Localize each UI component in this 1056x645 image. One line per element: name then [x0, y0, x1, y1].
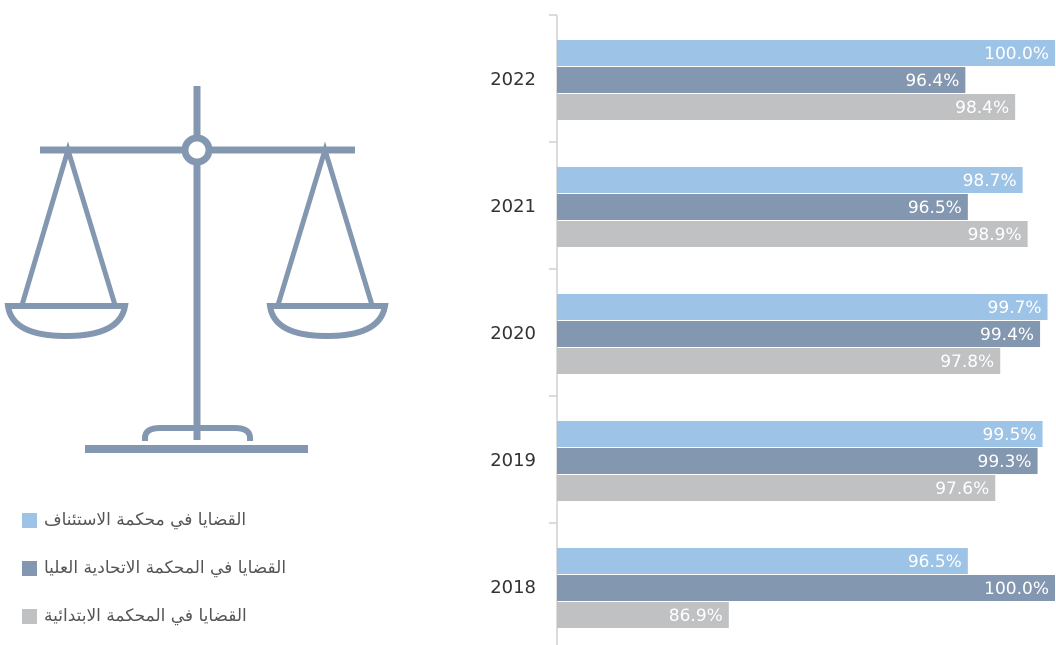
bar: [557, 448, 1038, 474]
y-tick-label: 2018: [490, 577, 536, 598]
value-label: 99.5%: [983, 425, 1037, 445]
bar: [557, 194, 968, 220]
legend-label: القضايا في المحكمة الابتدائية: [44, 606, 247, 626]
y-tick-label: 2020: [490, 323, 536, 344]
value-label: 99.4%: [980, 325, 1034, 345]
value-label: 97.6%: [935, 479, 989, 499]
bar: [557, 475, 996, 501]
legend-swatch: [22, 561, 37, 576]
y-tick-label: 2022: [490, 69, 536, 90]
value-label: 96.5%: [908, 198, 962, 218]
legend-label: القضايا في المحكمة الاتحادية العليا: [44, 558, 286, 578]
value-label: 86.9%: [669, 606, 723, 626]
bar: [557, 602, 729, 628]
bar: [557, 167, 1023, 193]
scale-icon: [4, 86, 389, 453]
value-label: 100.0%: [984, 579, 1049, 599]
bar: [557, 321, 1041, 347]
value-label: 98.9%: [968, 225, 1022, 245]
bar: [557, 294, 1048, 320]
value-label: 99.3%: [978, 452, 1032, 472]
bar: [557, 348, 1001, 374]
value-label: 98.4%: [955, 98, 1009, 118]
value-label: 97.8%: [940, 352, 994, 372]
bar: [557, 575, 1055, 601]
bar: [557, 548, 968, 574]
bar: [557, 421, 1043, 447]
y-tick-label: 2019: [490, 450, 536, 471]
legend-swatch: [22, 513, 37, 528]
value-label: 100.0%: [984, 44, 1049, 64]
legend-label: القضايا في محكمة الاستئناف: [44, 510, 246, 530]
bar: [557, 67, 966, 93]
value-label: 98.7%: [963, 171, 1017, 191]
legend-swatch: [22, 609, 37, 624]
value-label: 96.4%: [905, 71, 959, 91]
bar: [557, 221, 1028, 247]
value-label: 99.7%: [988, 298, 1042, 318]
y-tick-label: 2021: [490, 196, 536, 217]
bar: [557, 40, 1055, 66]
bar: [557, 94, 1016, 120]
value-label: 96.5%: [908, 552, 962, 572]
